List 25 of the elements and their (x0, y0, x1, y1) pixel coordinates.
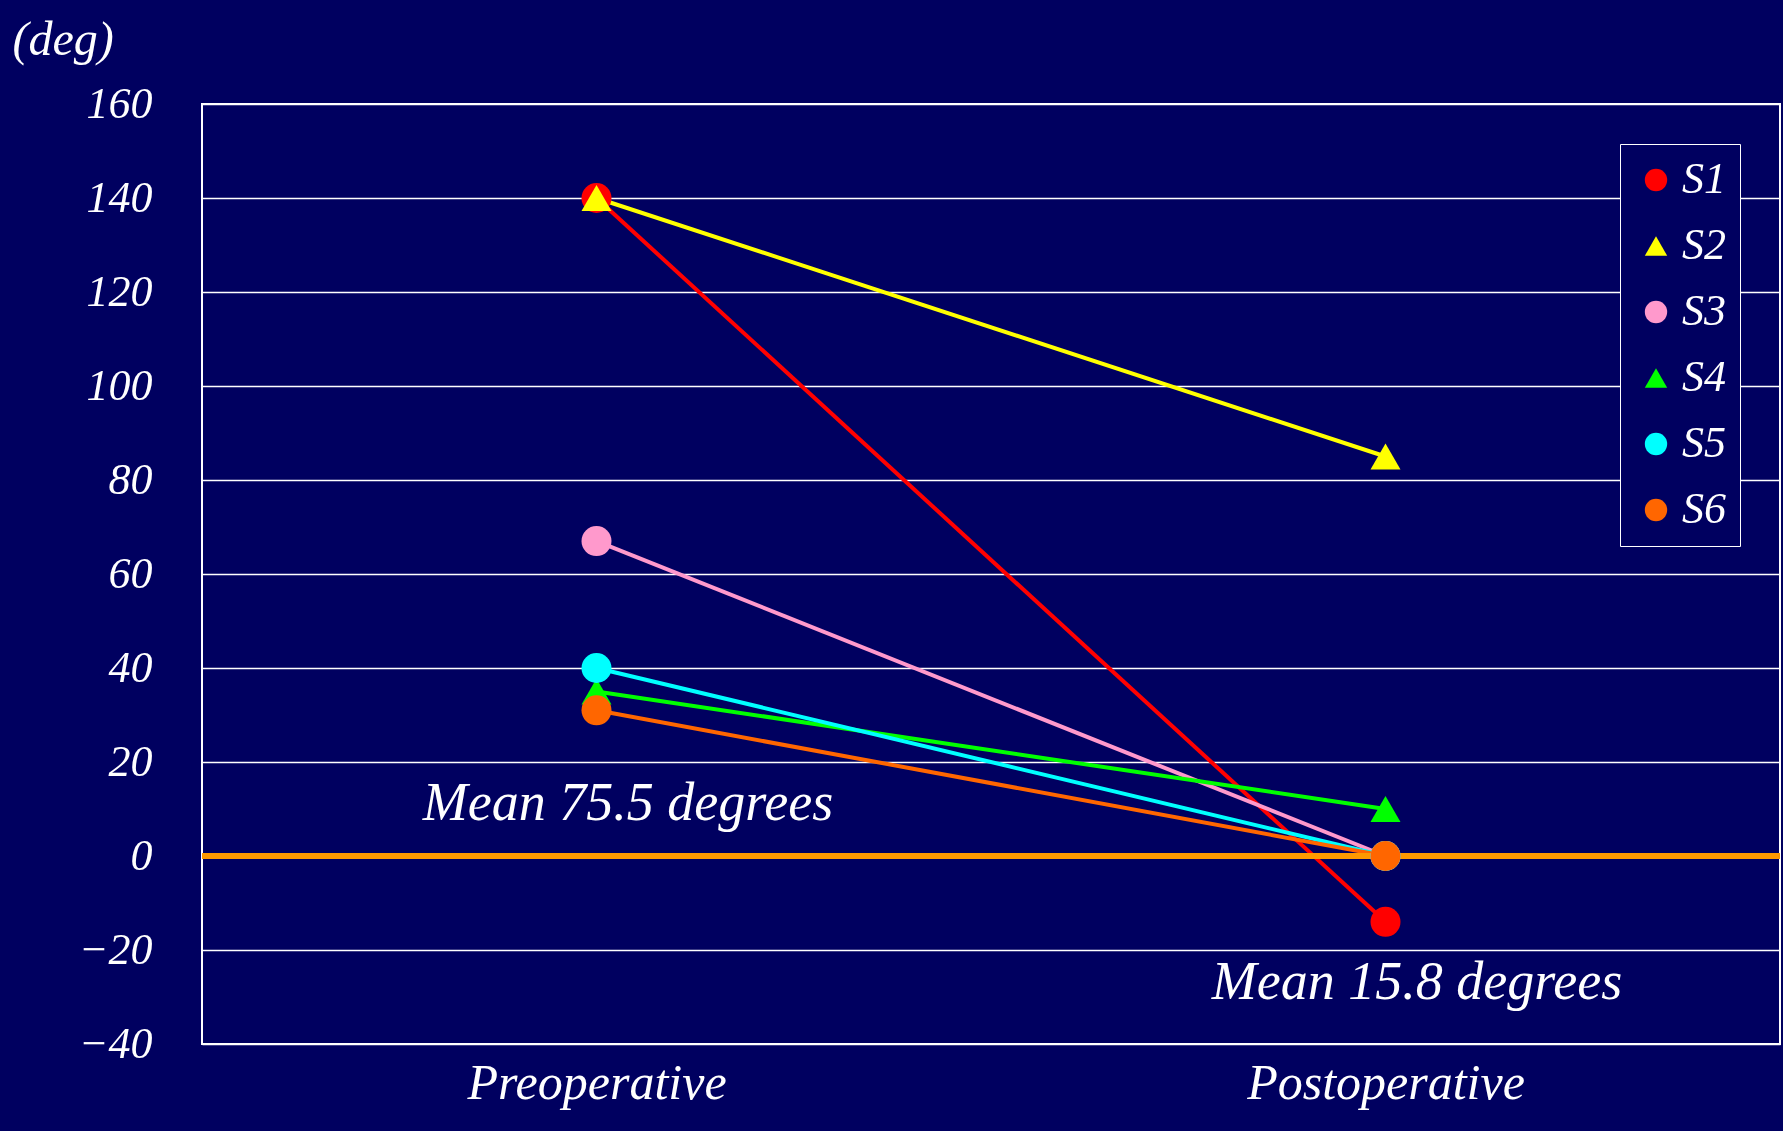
x-tick-label: Postoperative (1246, 1053, 1525, 1110)
legend-label: S6 (1682, 484, 1726, 533)
x-tick-label: Preoperative (466, 1053, 727, 1110)
legend-label: S3 (1682, 286, 1726, 335)
y-tick-label: 80 (108, 454, 153, 504)
y-axis-title: (deg) (12, 11, 114, 66)
legend-label: S5 (1682, 418, 1726, 467)
y-tick-label: 0 (130, 830, 153, 880)
point (581, 653, 612, 683)
point (581, 526, 612, 557)
legend-label: S1 (1682, 154, 1726, 203)
y-tick-label: 100 (86, 360, 153, 410)
legend-label: S2 (1682, 220, 1726, 269)
y-tick-label: 160 (86, 78, 153, 128)
y-tick-label: 140 (86, 172, 153, 222)
y-tick-label: −20 (78, 924, 153, 974)
y-tick-label: 40 (108, 642, 153, 692)
y-tick-label: 120 (86, 266, 153, 316)
point (1370, 906, 1401, 937)
legend-label: S4 (1682, 352, 1726, 401)
annotation: Mean 15.8 degrees (1210, 950, 1623, 1011)
y-tick-label: 20 (108, 736, 153, 786)
y-tick-label: 60 (108, 548, 153, 598)
y-tick-label: −40 (78, 1018, 153, 1068)
annotation: Mean 75.5 degrees (421, 772, 834, 833)
